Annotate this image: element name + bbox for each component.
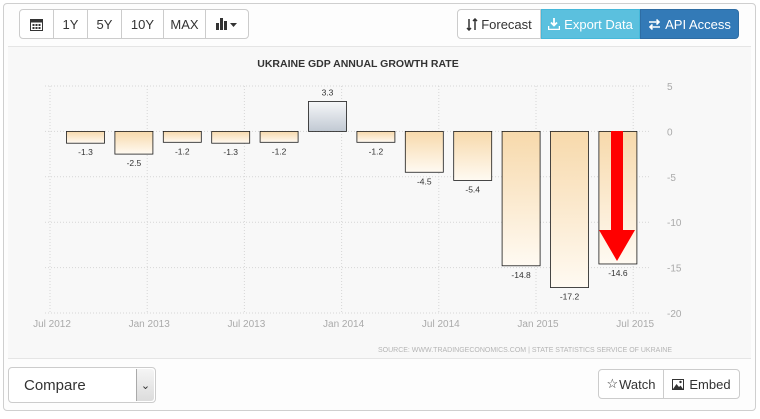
bar-value-label: -14.8 [511, 270, 531, 280]
range-button-group: 1Y 5Y 10Y MAX [19, 9, 249, 39]
bar [550, 130, 589, 288]
range-5y-button[interactable]: 5Y [87, 9, 122, 39]
bar-value-label: -4.5 [417, 176, 432, 186]
bar [66, 130, 105, 144]
bar [114, 130, 154, 155]
export-data-button[interactable]: Export Data [541, 9, 640, 39]
y-tick-label: -5 [667, 173, 676, 184]
range-max-button[interactable]: MAX [163, 9, 206, 39]
bar [404, 130, 444, 173]
y-tick-label: 0 [667, 127, 673, 138]
picture-icon [672, 378, 685, 390]
download-icon [548, 18, 561, 30]
bar [211, 130, 251, 144]
calendar-icon [30, 18, 43, 31]
range-1y-button[interactable]: 1Y [53, 9, 88, 39]
y-tick-label: -10 [667, 218, 682, 229]
x-tick-label: Jan 2015 [517, 319, 559, 330]
bar-value-label: -17.2 [560, 292, 580, 302]
compare-label: Compare [24, 376, 86, 394]
x-tick-label: Jan 2014 [323, 319, 365, 330]
compare-select[interactable]: Compare ⌄ [8, 367, 156, 403]
x-tick-label: Jan 2013 [129, 319, 171, 330]
bar [308, 101, 347, 132]
chart-type-button[interactable] [205, 9, 249, 39]
embed-button[interactable]: Embed [663, 369, 740, 399]
bar [162, 130, 202, 143]
calendar-button[interactable] [19, 9, 54, 39]
bar-value-label: -5.4 [465, 184, 480, 194]
chevron-down-icon: ⌄ [136, 369, 154, 401]
x-tick-label: Jul 2013 [227, 319, 265, 330]
bar [453, 130, 493, 181]
bar [356, 130, 396, 143]
chart-title: UKRAINE GDP ANNUAL GROWTH RATE [257, 58, 458, 70]
bar-value-label: -14.6 [608, 268, 628, 278]
watch-button[interactable]: ☆ Watch [598, 369, 664, 399]
bar-value-label: -1.2 [369, 146, 384, 156]
arrow-head [599, 230, 635, 261]
bar [259, 130, 299, 143]
sort-arrows-icon [466, 17, 478, 31]
bar-value-label: 3.3 [322, 87, 334, 97]
x-tick-label: Jul 2012 [33, 319, 71, 330]
red-arrow-annotation [599, 131, 635, 261]
x-tick-label: Jul 2014 [422, 319, 460, 330]
arrow-shaft [611, 131, 623, 230]
forecast-label: Forecast [481, 16, 532, 32]
y-tick-label: 5 [667, 82, 673, 93]
bar-value-label: -1.2 [175, 146, 190, 156]
y-tick-label: -20 [667, 309, 682, 320]
forecast-button[interactable]: Forecast [457, 9, 541, 39]
bar [501, 130, 541, 267]
watch-label: Watch [619, 376, 656, 392]
bar-value-label: -1.3 [78, 147, 93, 157]
api-access-label: API Access [665, 16, 731, 32]
bar-value-label: -1.3 [223, 147, 238, 157]
bar-value-label: -2.5 [127, 158, 142, 168]
star-icon: ☆ [606, 376, 619, 391]
chart-source: SOURCE: WWW.TRADINGECONOMICS.COM | STATE… [378, 347, 672, 354]
bar-value-label: -1.2 [272, 146, 287, 156]
export-data-label: Export Data [564, 16, 633, 32]
y-tick-label: -15 [667, 264, 682, 275]
bar-chart-icon [216, 18, 237, 30]
range-10y-button[interactable]: 10Y [121, 9, 164, 39]
api-access-button[interactable]: API Access [640, 9, 739, 39]
embed-label: Embed [689, 376, 731, 392]
exchange-icon [648, 18, 661, 30]
x-tick-label: Jul 2015 [616, 319, 654, 330]
